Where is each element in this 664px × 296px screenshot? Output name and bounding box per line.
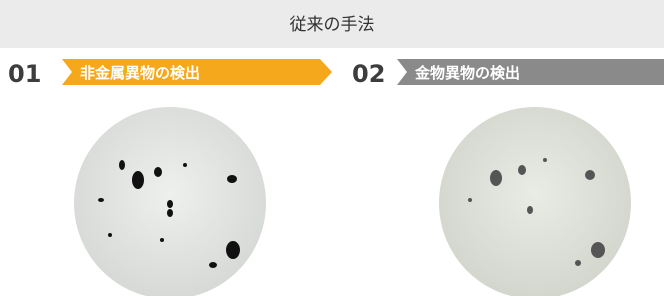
sample-image-right	[439, 107, 631, 296]
header-title: 従来の手法	[290, 15, 375, 35]
item-label: 金物異物の検出	[414, 64, 520, 82]
item-label: 非金属異物の検出	[80, 64, 200, 82]
page: 従来の手法 01 非金属異物の検出 02 金物異物の検出	[0, 0, 664, 296]
item-number: 01	[8, 60, 41, 88]
item-number: 02	[352, 60, 385, 88]
sample-image-left	[74, 107, 266, 296]
